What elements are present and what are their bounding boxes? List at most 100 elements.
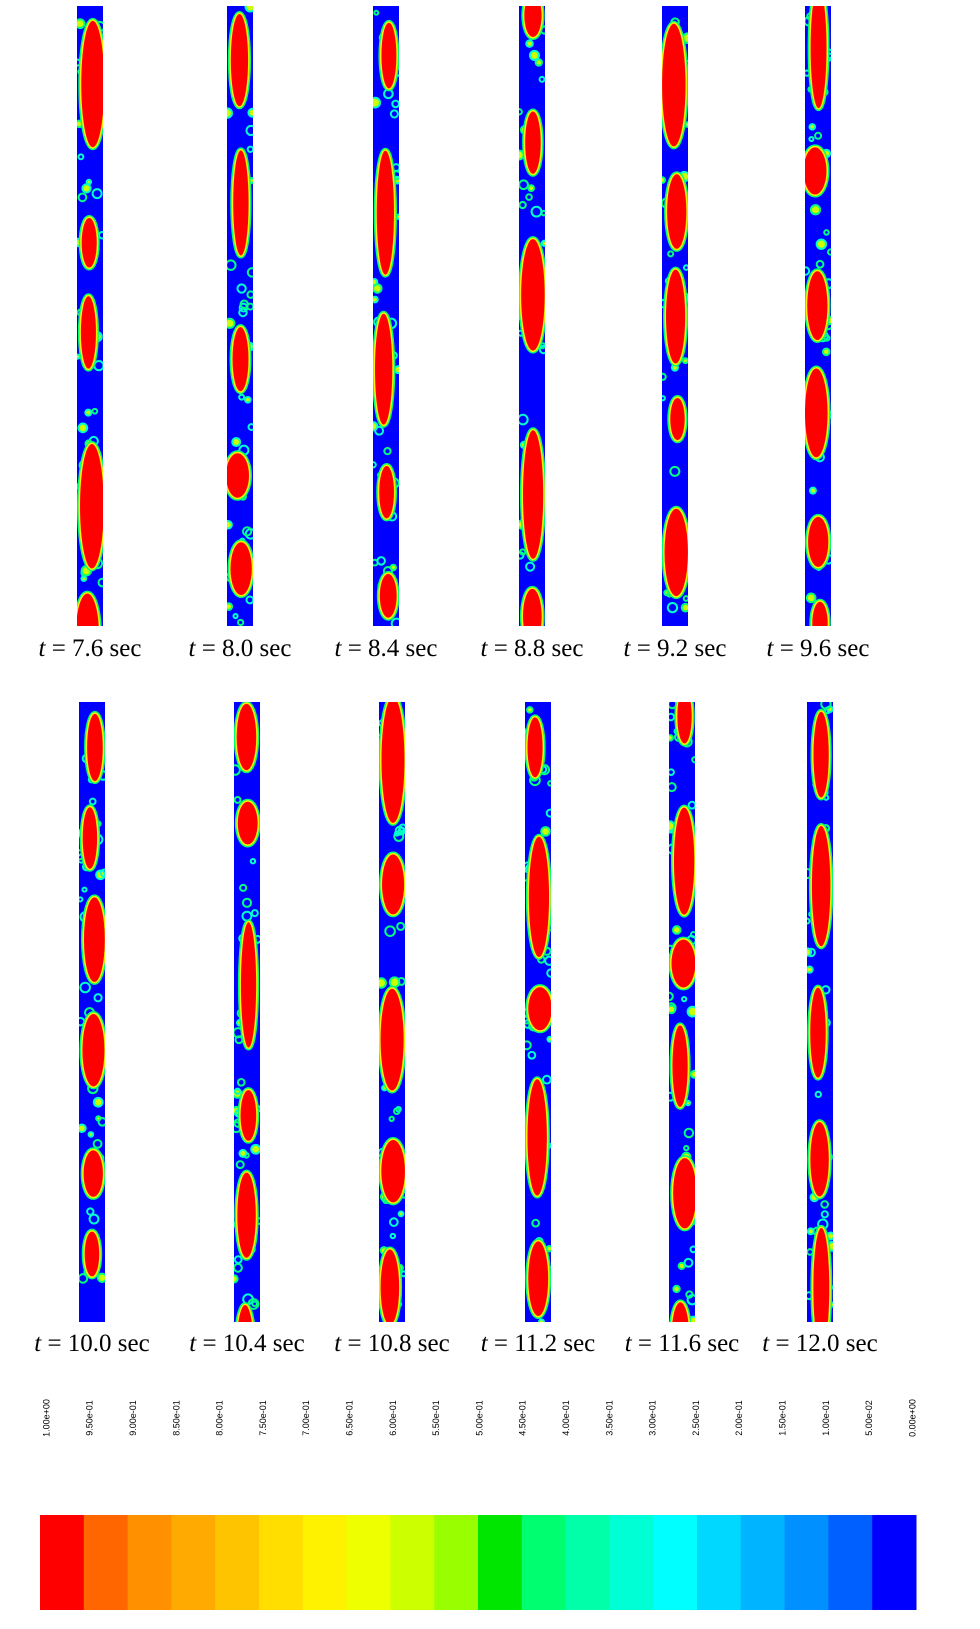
time-var: t: [34, 1330, 42, 1357]
slug: [381, 1140, 405, 1203]
slug: [673, 1158, 695, 1229]
bubble: [682, 264, 688, 271]
bubble: [389, 1232, 397, 1240]
bubble: [815, 259, 825, 269]
bubble: [519, 149, 525, 161]
bubble: [388, 976, 401, 988]
bubble: [373, 461, 377, 469]
bubble: [814, 1090, 822, 1099]
colorbar-label: 5.00e-02: [864, 1400, 874, 1436]
colorbar-label: 7.00e-01: [301, 1400, 311, 1436]
bubble: [686, 1005, 695, 1018]
bubble: [397, 826, 405, 836]
bubble: [373, 421, 379, 432]
bubble: [545, 808, 551, 818]
bubble: [234, 1274, 239, 1284]
bubble: [396, 921, 405, 931]
bubble: [388, 1217, 399, 1227]
slug: [381, 22, 397, 89]
bubble: [689, 1245, 695, 1254]
bubble: [525, 561, 536, 572]
bubble: [530, 205, 543, 218]
colorbar-swatch: [653, 1515, 698, 1610]
bubble: [379, 977, 387, 989]
bubble: [814, 131, 823, 140]
bubble: [238, 1148, 248, 1158]
slug: [527, 717, 543, 778]
bubble: [397, 1210, 405, 1218]
bubble: [235, 1160, 245, 1170]
time-var: t: [481, 635, 489, 662]
colorbar-label: 0.00e+00: [907, 1399, 917, 1437]
colorbar-swatch: [478, 1515, 523, 1610]
bubble: [227, 107, 233, 119]
bubble: [84, 408, 93, 417]
bubble: [827, 248, 831, 256]
bubble: [519, 200, 527, 210]
bubble: [807, 1227, 815, 1236]
time-value: = 8.0 sec: [202, 635, 292, 662]
colorbar-swatch: [697, 1515, 742, 1610]
bubble: [662, 395, 666, 402]
bubble: [669, 734, 674, 742]
colorbar-label: 3.50e-01: [604, 1400, 614, 1436]
bubble: [389, 109, 399, 119]
slug: [87, 713, 103, 782]
bubble: [683, 1127, 695, 1139]
bubble: [231, 437, 242, 448]
bubble: [681, 996, 688, 1003]
bubble: [391, 99, 399, 109]
slug: [672, 1025, 688, 1107]
time-label: t = 10.0 sec: [34, 1330, 149, 1357]
bubble: [77, 18, 86, 30]
bubble: [79, 1273, 89, 1284]
slug: [522, 588, 542, 626]
time-value: = 10.8 sec: [347, 1330, 449, 1357]
bubble: [821, 347, 831, 357]
colorbar-label: 7.50e-01: [258, 1400, 268, 1436]
slug: [528, 836, 550, 958]
slug: [673, 807, 695, 915]
bubble: [544, 955, 551, 966]
bubble: [373, 9, 380, 16]
bubble: [236, 283, 247, 294]
slug: [662, 23, 686, 147]
slug: [379, 465, 395, 519]
bubble: [383, 446, 392, 456]
bubble: [88, 1213, 100, 1225]
time-var: t: [189, 1330, 197, 1357]
time-var: t: [767, 635, 775, 662]
bubble: [525, 193, 533, 201]
bubble: [85, 178, 93, 186]
time-var: t: [334, 1330, 342, 1357]
bubble: [245, 595, 253, 605]
bubble: [234, 796, 242, 804]
time-label: t = 11.6 sec: [625, 1330, 740, 1357]
colorbar-label: 9.00e-01: [128, 1400, 138, 1436]
bubble: [97, 577, 103, 588]
slug: [83, 1150, 103, 1197]
time-value: = 11.2 sec: [494, 1330, 595, 1357]
bubble: [528, 49, 540, 61]
slug: [81, 218, 97, 268]
halo: [235, 1301, 255, 1322]
bubble: [519, 108, 523, 116]
bubble: [91, 407, 99, 415]
bubble: [234, 1087, 242, 1095]
bubble: [531, 1218, 541, 1228]
colorbar-label: 4.00e-01: [561, 1400, 571, 1436]
time-value: = 8.4 sec: [348, 635, 438, 662]
bubble: [805, 266, 811, 276]
bubble: [77, 153, 85, 161]
time-label: t = 8.8 sec: [481, 635, 584, 662]
slug: [374, 313, 393, 425]
slug: [522, 430, 544, 559]
time-label: t = 11.2 sec: [481, 1330, 596, 1357]
bubble: [662, 372, 667, 381]
bubble: [249, 857, 257, 865]
bubble: [546, 968, 551, 978]
colorbar-label: 1.50e-01: [777, 1400, 787, 1436]
colorbar-swatch: [83, 1515, 129, 1610]
bubble: [80, 575, 88, 583]
bubble: [534, 58, 543, 67]
